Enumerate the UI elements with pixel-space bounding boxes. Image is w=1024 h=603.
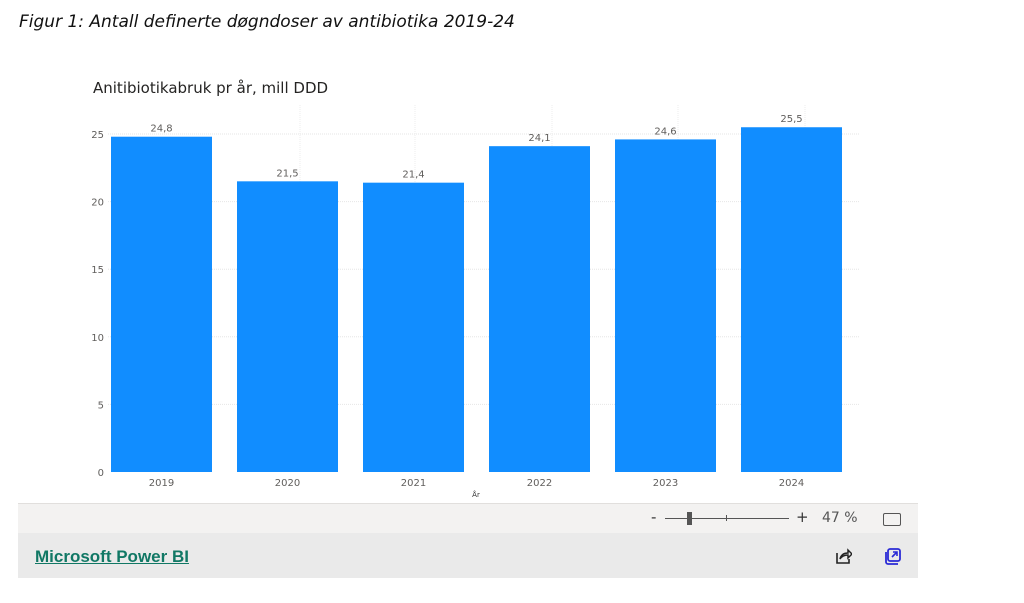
zoom-bar: - + 47 %: [18, 503, 918, 534]
bar-chart: 0 5 10 15 20 25 24,8 2019 21,5 2020 21,4 2021 24,1 20…: [91, 105, 860, 499]
zoom-out-button[interactable]: -: [651, 508, 657, 526]
zoom-level: 47 %: [822, 510, 858, 526]
open-in-new-window-icon[interactable]: [884, 547, 902, 565]
y-tick-label: 5: [98, 400, 104, 411]
data-label: 24,1: [528, 133, 550, 144]
zoom-slider-handle[interactable]: [687, 512, 692, 525]
footer: Microsoft Power BI: [18, 533, 918, 578]
data-label: 21,5: [276, 168, 298, 179]
bar-2019: [111, 136, 212, 473]
bar-2023: [615, 139, 716, 472]
x-axis-title: År: [472, 490, 480, 499]
y-tick-label: 0: [98, 468, 104, 479]
x-tick-label: 2022: [527, 478, 552, 489]
y-tick-label: 20: [91, 198, 104, 209]
y-tick-label: 10: [91, 333, 104, 344]
bar-2024: [741, 127, 842, 473]
x-tick-label: 2019: [149, 478, 174, 489]
y-tick-label: 15: [91, 265, 104, 276]
power-bi-link[interactable]: Microsoft Power BI: [35, 547, 189, 566]
share-icon[interactable]: [834, 547, 852, 565]
data-label: 24,6: [654, 126, 676, 137]
bar-2020: [237, 181, 338, 472]
zoom-slider-tick: [726, 515, 727, 521]
bar-2021: [363, 182, 464, 472]
zoom-in-button[interactable]: +: [796, 508, 809, 526]
fit-to-page-icon[interactable]: [883, 513, 901, 526]
x-tick-label: 2023: [653, 478, 678, 489]
chart-title: Anitibiotikabruk pr år, mill DDD: [93, 79, 329, 97]
bar-2022: [489, 146, 590, 472]
y-tick-label: 25: [91, 130, 104, 141]
x-tick-label: 2024: [779, 478, 804, 489]
data-label: 24,8: [150, 124, 172, 135]
zoom-slider-track[interactable]: [665, 518, 789, 519]
data-label: 25,5: [780, 114, 802, 125]
figure-caption: Figur 1: Antall definerte døgndoser av a…: [19, 12, 515, 32]
x-tick-label: 2020: [275, 478, 300, 489]
x-tick-label: 2021: [401, 478, 426, 489]
data-label: 21,4: [402, 170, 424, 181]
